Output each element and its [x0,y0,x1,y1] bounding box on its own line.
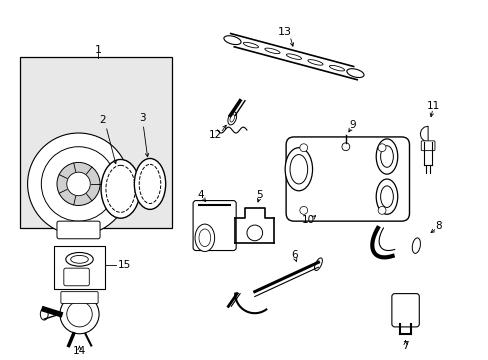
Text: 8: 8 [435,221,441,231]
Ellipse shape [101,159,140,218]
Ellipse shape [286,54,301,59]
Text: 11: 11 [426,100,439,111]
Circle shape [299,206,307,214]
Circle shape [246,225,262,241]
Circle shape [377,206,385,214]
Circle shape [341,143,349,150]
Text: 15: 15 [118,260,131,270]
Ellipse shape [289,154,307,184]
Circle shape [377,144,385,152]
Text: 9: 9 [349,120,355,130]
Ellipse shape [199,229,210,247]
Circle shape [60,294,99,334]
Ellipse shape [307,60,323,65]
Ellipse shape [411,238,420,253]
FancyBboxPatch shape [391,294,418,327]
FancyBboxPatch shape [61,292,98,303]
Ellipse shape [264,48,280,54]
Circle shape [27,133,129,235]
Ellipse shape [71,256,88,263]
Ellipse shape [66,252,93,266]
Ellipse shape [139,165,161,203]
Circle shape [57,162,100,206]
FancyBboxPatch shape [420,141,434,150]
Text: 10: 10 [302,215,315,225]
Ellipse shape [243,42,258,48]
Ellipse shape [134,158,165,210]
Circle shape [67,301,92,327]
Bar [54,246,105,289]
Ellipse shape [314,258,322,271]
Circle shape [41,147,116,221]
Polygon shape [419,126,427,142]
Ellipse shape [285,148,312,191]
Text: 3: 3 [139,113,145,123]
Ellipse shape [380,146,392,167]
Ellipse shape [229,114,234,122]
Ellipse shape [224,36,241,45]
Ellipse shape [346,69,363,77]
Text: 7: 7 [402,341,408,351]
Text: 12: 12 [208,130,222,140]
Ellipse shape [195,224,214,252]
Text: 14: 14 [73,346,86,356]
Text: 2: 2 [100,115,106,125]
Ellipse shape [106,165,135,212]
Ellipse shape [375,139,397,174]
FancyBboxPatch shape [193,201,236,251]
Text: 13: 13 [278,27,291,37]
Ellipse shape [227,112,236,125]
Ellipse shape [40,308,48,320]
Circle shape [67,172,90,196]
Text: 6: 6 [291,251,298,260]
Text: 5: 5 [256,190,263,200]
Ellipse shape [380,186,392,207]
Circle shape [299,144,307,152]
Ellipse shape [329,66,344,71]
Text: 1: 1 [94,45,102,55]
FancyBboxPatch shape [57,221,100,239]
Ellipse shape [375,179,397,214]
Bar [20,57,171,228]
Text: 4: 4 [197,190,204,200]
FancyBboxPatch shape [285,137,408,221]
FancyBboxPatch shape [64,268,89,286]
